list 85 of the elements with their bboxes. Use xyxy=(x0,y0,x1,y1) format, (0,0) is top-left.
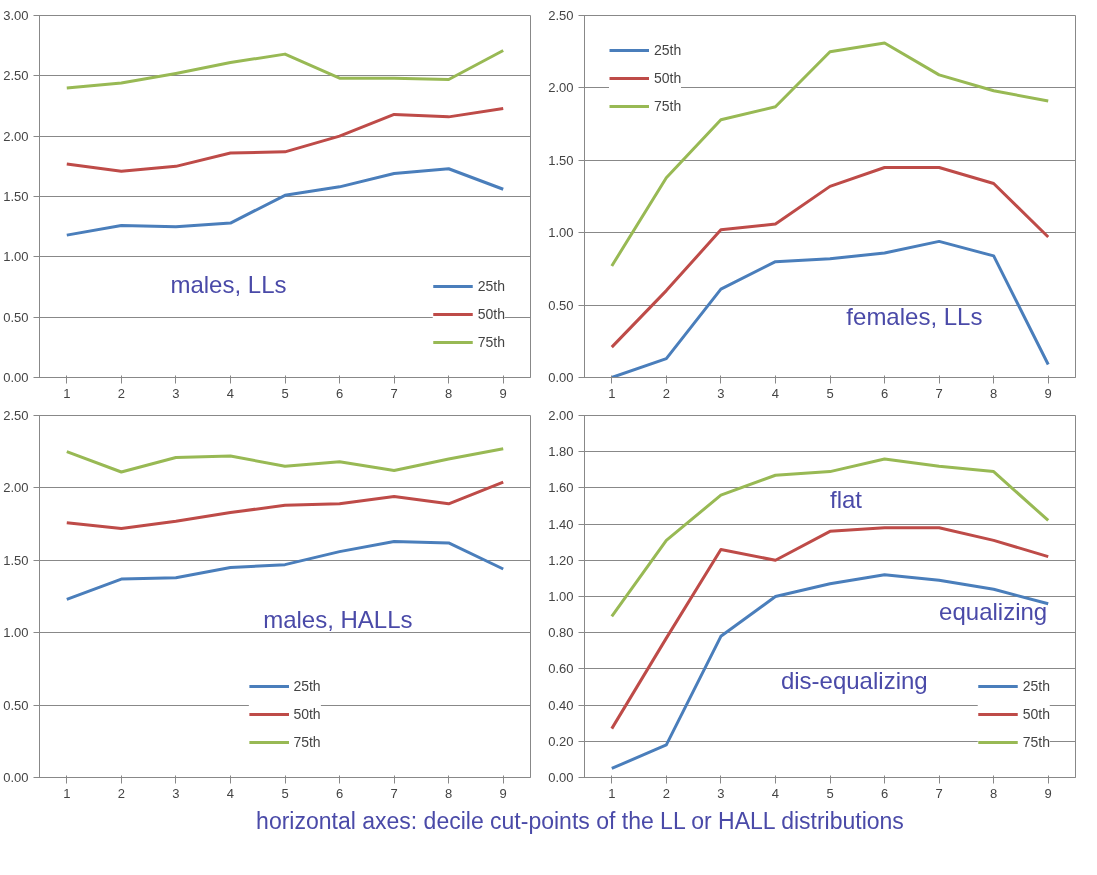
legend-label: 75th xyxy=(654,98,682,114)
y-tick-label: 3.00 xyxy=(3,8,29,23)
x-tick-label: 4 xyxy=(226,785,235,801)
y-tick-label: 2.00 xyxy=(548,80,574,96)
text: horizontal axes: decile cut-points of the LL or HALL distributions xyxy=(256,807,904,836)
y-tick-label: 1.00 xyxy=(3,625,29,641)
legend-label: 50th xyxy=(1022,706,1050,722)
x-tick-label: 3 xyxy=(172,785,180,801)
x-tick-label: 3 xyxy=(717,785,725,801)
y-tick-label: 1.00 xyxy=(3,249,29,265)
y-tick-label: 2.00 xyxy=(548,408,574,423)
annotation: females, LLs xyxy=(846,303,983,331)
y-tick-label: 0.50 xyxy=(3,697,29,713)
x-tick-label: 3 xyxy=(172,385,180,401)
legend-label: 25th xyxy=(477,278,505,294)
legend-label: 75th xyxy=(293,734,321,750)
x-tick-label: 4 xyxy=(771,785,780,801)
y-tick-label: 0.50 xyxy=(548,297,574,313)
y-tick-label: 0.00 xyxy=(548,770,574,785)
x-tick-label: 6 xyxy=(880,385,889,401)
y-tick-label: 2.00 xyxy=(3,480,29,496)
y-tick-label: 2.50 xyxy=(3,408,29,423)
legend-label: 75th xyxy=(1022,734,1050,750)
x-tick-label: 5 xyxy=(826,385,834,401)
x-tick-label: 4 xyxy=(226,385,235,401)
y-tick-label: 1.60 xyxy=(548,480,574,496)
legend-label: 75th xyxy=(477,334,505,350)
x-tick-label: 2 xyxy=(117,385,125,401)
x-tick-label: 1 xyxy=(63,385,71,401)
legend-label: 25th xyxy=(293,678,321,694)
y-tick-label: 1.50 xyxy=(3,552,29,568)
y-tick-label: 1.00 xyxy=(548,225,574,241)
annotation: dis-equalizing xyxy=(780,667,928,695)
x-tick-label: 5 xyxy=(826,785,834,801)
x-tick-label: 7 xyxy=(390,385,398,401)
x-tick-label: 9 xyxy=(1044,385,1052,401)
y-tick-label: 1.80 xyxy=(548,444,574,460)
legend-label: 50th xyxy=(654,70,682,86)
y-tick-label: 1.00 xyxy=(548,589,574,604)
x-tick-label: 5 xyxy=(281,785,289,801)
x-tick-label: 1 xyxy=(63,785,71,801)
y-tick-label: 0.00 xyxy=(548,370,574,385)
x-tick-label: 7 xyxy=(935,785,943,801)
x-tick-label: 4 xyxy=(771,385,780,401)
annotation: males, LLs xyxy=(170,270,287,298)
x-tick-label: 6 xyxy=(880,785,889,801)
x-tick-label: 8 xyxy=(990,385,998,401)
x-tick-label: 9 xyxy=(1044,785,1052,801)
x-tick-label: 7 xyxy=(390,785,398,801)
x-tick-label: 1 xyxy=(608,785,616,801)
legend-label: 25th xyxy=(654,42,682,58)
legend-label: 25th xyxy=(1022,678,1050,694)
y-tick-label: 1.40 xyxy=(548,516,574,532)
x-tick-label: 7 xyxy=(935,385,943,401)
x-tick-label: 8 xyxy=(990,785,998,801)
annotation: equalizing xyxy=(939,598,1048,626)
x-tick-label: 5 xyxy=(281,385,289,401)
x-tick-label: 1 xyxy=(608,385,616,401)
annotation: flat xyxy=(830,486,863,514)
x-tick-label: 3 xyxy=(717,385,725,401)
x-tick-label: 9 xyxy=(499,385,507,401)
legend-label: 50th xyxy=(477,306,505,322)
y-tick-label: 1.50 xyxy=(3,189,29,204)
x-tick-label: 9 xyxy=(499,785,507,801)
y-tick-label: 0.00 xyxy=(3,370,29,385)
annotation: males, HALLs xyxy=(263,605,413,633)
x-tick-label: 8 xyxy=(445,785,453,801)
y-tick-label: 0.00 xyxy=(3,770,29,785)
y-tick-label: 1.50 xyxy=(548,152,574,168)
y-tick-label: 2.00 xyxy=(3,128,29,144)
y-tick-label: 0.20 xyxy=(548,733,574,749)
x-tick-label: 8 xyxy=(445,385,453,401)
y-tick-label: 1.20 xyxy=(548,552,574,568)
y-tick-label: 0.80 xyxy=(548,625,574,641)
y-tick-label: 0.50 xyxy=(3,309,29,325)
x-tick-label: 2 xyxy=(662,385,670,401)
x-tick-label: 2 xyxy=(117,785,125,801)
y-tick-label: 2.50 xyxy=(548,8,574,23)
y-tick-label: 0.60 xyxy=(548,661,574,677)
y-tick-label: 0.40 xyxy=(548,697,574,713)
x-tick-label: 6 xyxy=(335,785,344,801)
legend-label: 50th xyxy=(293,706,321,722)
y-tick-label: 2.50 xyxy=(3,68,29,84)
x-tick-label: 6 xyxy=(335,385,344,401)
x-tick-label: 2 xyxy=(662,785,670,801)
